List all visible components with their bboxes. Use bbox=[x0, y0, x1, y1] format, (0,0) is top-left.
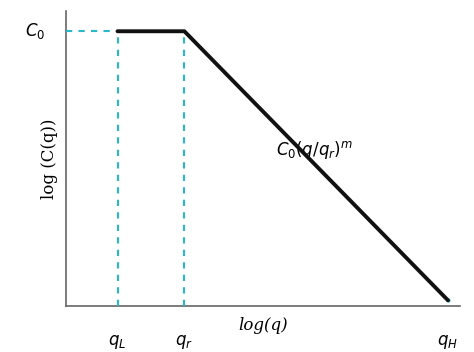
Text: $q_L$: $q_L$ bbox=[109, 333, 127, 351]
Y-axis label: log (C(q)): log (C(q)) bbox=[41, 118, 58, 199]
Text: $C_0(q/q_r)^m$: $C_0(q/q_r)^m$ bbox=[275, 139, 353, 161]
Text: $q_r$: $q_r$ bbox=[175, 333, 193, 351]
X-axis label: log(q): log(q) bbox=[238, 318, 288, 334]
Text: $C_0$: $C_0$ bbox=[25, 21, 45, 41]
Text: $q_H$: $q_H$ bbox=[438, 333, 458, 351]
